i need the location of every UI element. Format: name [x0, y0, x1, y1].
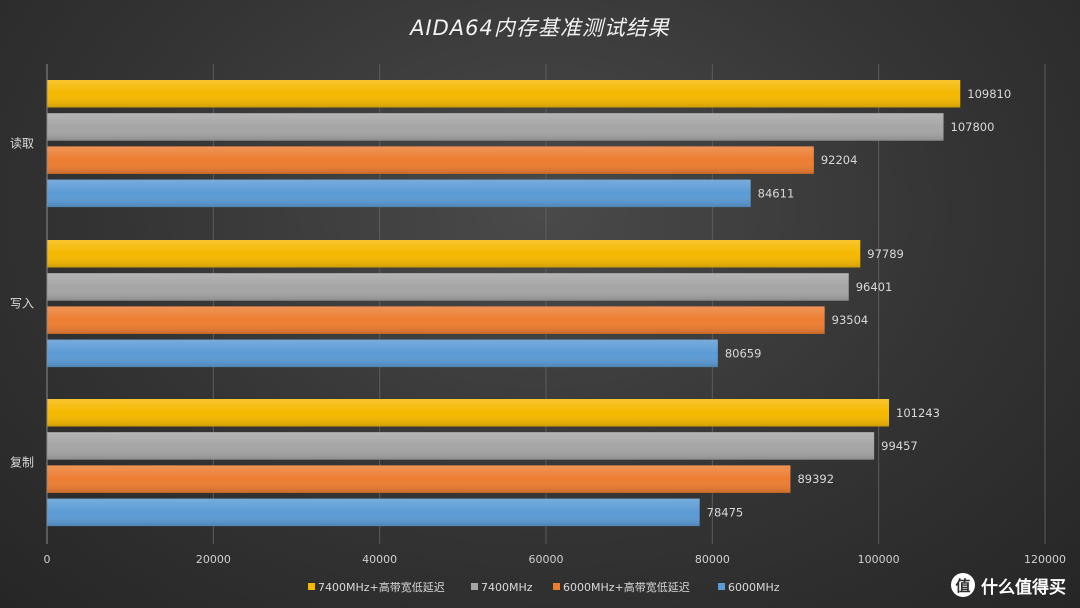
data-label: 89392 — [797, 472, 834, 486]
data-label: 109810 — [967, 87, 1011, 101]
data-labels: 109810 107800 92204 84611 97789 96401 93504 806… — [707, 87, 1012, 520]
bar-shading — [47, 498, 700, 527]
legend-item-label: 6000MHz — [728, 581, 780, 594]
data-label: 99457 — [881, 439, 918, 453]
bars — [47, 80, 961, 527]
data-label: 96401 — [856, 280, 893, 294]
bar-shading — [47, 339, 718, 368]
legend: 7400MHz+高带宽低延迟 7400MHz 6000MHz+高带宽低延迟 6000M… — [308, 580, 780, 594]
gridlines — [212, 64, 1046, 544]
data-label: 84611 — [758, 186, 795, 200]
x-tick-label: 60000 — [529, 553, 564, 566]
x-tick-label: 0 — [44, 553, 51, 566]
legend-swatch — [553, 583, 560, 590]
bar-shading — [47, 146, 814, 174]
category-label: 读取 — [10, 137, 34, 151]
legend-item-label: 7400MHz+高带宽低延迟 — [318, 580, 445, 594]
legend-item-label: 6000MHz+高带宽低延迟 — [563, 580, 690, 594]
bar-shading — [47, 306, 825, 334]
data-label: 78475 — [707, 505, 744, 519]
watermark: 值 什么值得买 — [951, 570, 1066, 600]
data-label: 101243 — [896, 406, 940, 420]
bar-shading — [47, 179, 751, 208]
data-label: 80659 — [725, 346, 762, 360]
category-label: 复制 — [10, 456, 34, 470]
bar-shading — [47, 399, 890, 427]
x-tick-label: 100000 — [858, 553, 900, 566]
legend-item-label: 7400MHz — [481, 581, 533, 594]
category-label: 写入 — [10, 297, 34, 311]
bar-shading — [47, 80, 961, 108]
bar-shading — [47, 240, 861, 268]
x-tick-label: 80000 — [695, 553, 730, 566]
legend-swatch — [308, 583, 315, 590]
data-label: 97789 — [867, 247, 904, 261]
bar-shading — [47, 465, 791, 493]
data-label: 92204 — [821, 153, 858, 167]
data-label: 93504 — [832, 313, 869, 327]
watermark-text: 什么值得买 — [981, 577, 1066, 598]
bar-shading — [47, 113, 944, 141]
x-tick-label: 40000 — [362, 553, 397, 566]
watermark-logo-icon: 值 — [951, 573, 975, 597]
x-tick-label: 20000 — [196, 553, 231, 566]
x-tick-label: 120000 — [1024, 553, 1066, 566]
chart-title: AIDA64内存基准测试结果 — [410, 16, 670, 40]
legend-swatch — [471, 583, 478, 590]
legend-swatch — [718, 583, 725, 590]
bar-shading — [47, 273, 849, 301]
data-label: 107800 — [951, 120, 995, 134]
bar-shading — [47, 432, 875, 460]
